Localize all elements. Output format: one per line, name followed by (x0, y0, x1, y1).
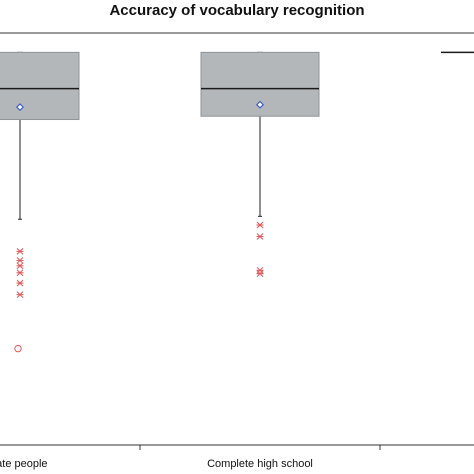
outlier-point-cat-2 (256, 221, 264, 229)
outlier-point-cat-2 (256, 233, 264, 240)
mean-marker-cat-1 (16, 103, 24, 112)
outlier-point-cat-1 (16, 269, 24, 277)
outlier-point-cat-1 (16, 257, 24, 264)
x-tick-label-cat-1: rate people (0, 458, 48, 470)
outlier-point-cat-2 (256, 266, 264, 274)
mean-marker-cat-2 (256, 100, 264, 109)
outlier-point-cat-1 (16, 291, 24, 298)
outlier-point-cat-1 (16, 248, 24, 255)
box-cat-2 (200, 51, 320, 117)
outlier-point-cat-1 (16, 262, 24, 270)
chart-title: Accuracy of vocabulary recognition (109, 2, 365, 19)
outlier-point-cat-2 (256, 270, 264, 277)
x-tick-label-cat-2: Complete high school (207, 458, 313, 470)
box-cat-1 (0, 51, 80, 121)
extreme-outlier-cat-1 (14, 344, 22, 353)
outlier-point-cat-1 (16, 279, 24, 287)
